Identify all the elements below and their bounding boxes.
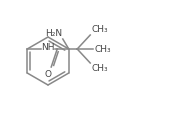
- Text: H₂N: H₂N: [45, 29, 62, 38]
- Text: CH₃: CH₃: [94, 44, 111, 54]
- Text: CH₃: CH₃: [91, 25, 108, 34]
- Text: CH₃: CH₃: [91, 64, 108, 73]
- Text: O: O: [45, 70, 52, 79]
- Text: NH: NH: [41, 43, 55, 53]
